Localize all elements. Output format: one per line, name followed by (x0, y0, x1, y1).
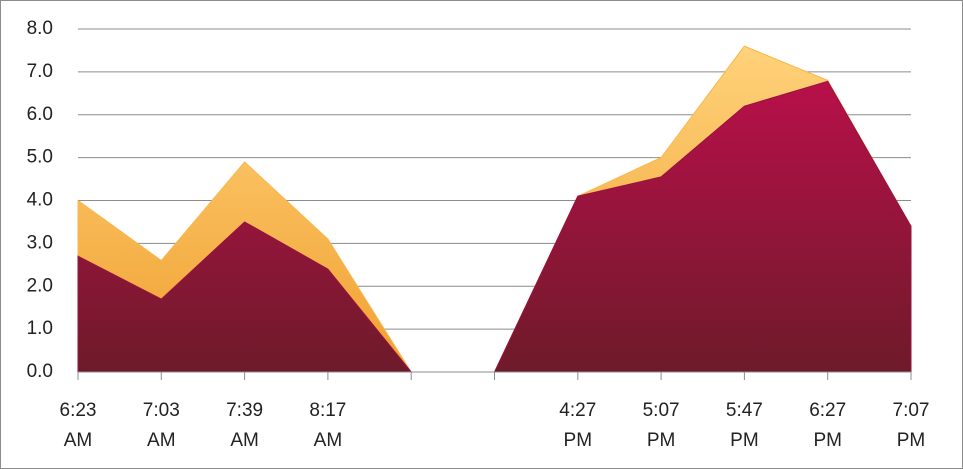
y-tick-label: 7.0 (27, 61, 53, 82)
y-tick-label: 0.0 (27, 361, 53, 382)
y-tick-label: 3.0 (27, 232, 53, 253)
y-tick-label: 6.0 (27, 104, 53, 125)
x-tick-label: 7:03 AM (142, 400, 180, 451)
x-tick-label: 5:07 PM (642, 400, 680, 451)
y-tick-label: 8.0 (27, 18, 53, 39)
x-tick-label: 6:23 AM (59, 400, 97, 451)
x-tick-label: 5:47 PM (725, 400, 763, 451)
y-tick-label: 2.0 (27, 275, 53, 296)
x-tick-label: 8:17 AM (309, 400, 347, 451)
area (77, 80, 912, 373)
y-tick-label: 1.0 (27, 318, 53, 339)
y-tick-label: 5.0 (27, 147, 53, 168)
x-tick-label: 7:39 AM (226, 400, 264, 451)
x-tick-label: 4:27 PM (559, 400, 597, 451)
x-tick-label: 7:07 PM (892, 400, 930, 451)
y-tick-label: 4.0 (27, 190, 53, 211)
x-tick-label: 6:27 PM (809, 400, 847, 451)
